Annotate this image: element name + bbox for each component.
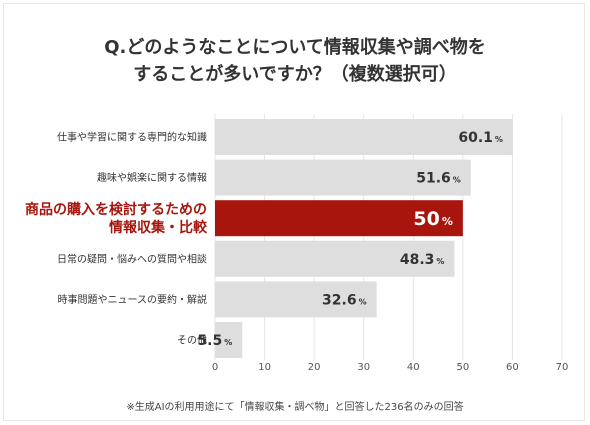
value-label: 5.5% xyxy=(197,333,232,349)
value-label: 48.3% xyxy=(400,252,445,268)
bar xyxy=(215,281,377,318)
x-tick-label: 10 xyxy=(258,362,271,373)
category-label: 趣味や娯楽に関する情報 xyxy=(97,171,207,184)
bar xyxy=(215,240,455,277)
value-label: 32.6% xyxy=(322,292,367,308)
category-label: 仕事や学習に関する専門的な知識 xyxy=(57,131,207,144)
x-tick-label: 70 xyxy=(556,362,569,373)
category-label: 商品の購入を検討するための xyxy=(25,201,207,218)
x-tick-label: 30 xyxy=(357,362,370,373)
x-tick-label: 60 xyxy=(506,362,519,373)
value-label: 51.6% xyxy=(416,171,461,187)
x-tick-label: 20 xyxy=(308,362,321,373)
value-label: 60.1% xyxy=(458,130,503,146)
x-tick-label: 40 xyxy=(407,362,420,373)
category-label: その他 xyxy=(177,334,207,347)
x-tick-label: 50 xyxy=(456,362,469,373)
bar xyxy=(215,119,513,155)
category-label: 日常の疑問・悩みへの質問や相談 xyxy=(57,252,207,265)
x-tick-label: 0 xyxy=(212,362,218,373)
title-line-1: Q.どのようなことについて情報収集や調べ物を xyxy=(104,37,486,58)
bar xyxy=(215,322,243,358)
footnote: ※生成AIの利用用途にて「情報収集・調べ物」と回答した236名のみの回答 xyxy=(126,402,464,413)
value-label: 50% xyxy=(413,208,452,230)
highlight-bar xyxy=(215,200,463,237)
title-line-2: することが多いですか？（複数選択可） xyxy=(133,64,457,85)
bar xyxy=(215,159,471,196)
chart-title: Q.どのようなことについて情報収集や調べ物を することが多いですか？（複数選択可… xyxy=(0,34,590,88)
category-label: 情報収集・比較 xyxy=(109,219,208,236)
category-label: 時事問題やニュースの要約・解説 xyxy=(58,293,208,306)
